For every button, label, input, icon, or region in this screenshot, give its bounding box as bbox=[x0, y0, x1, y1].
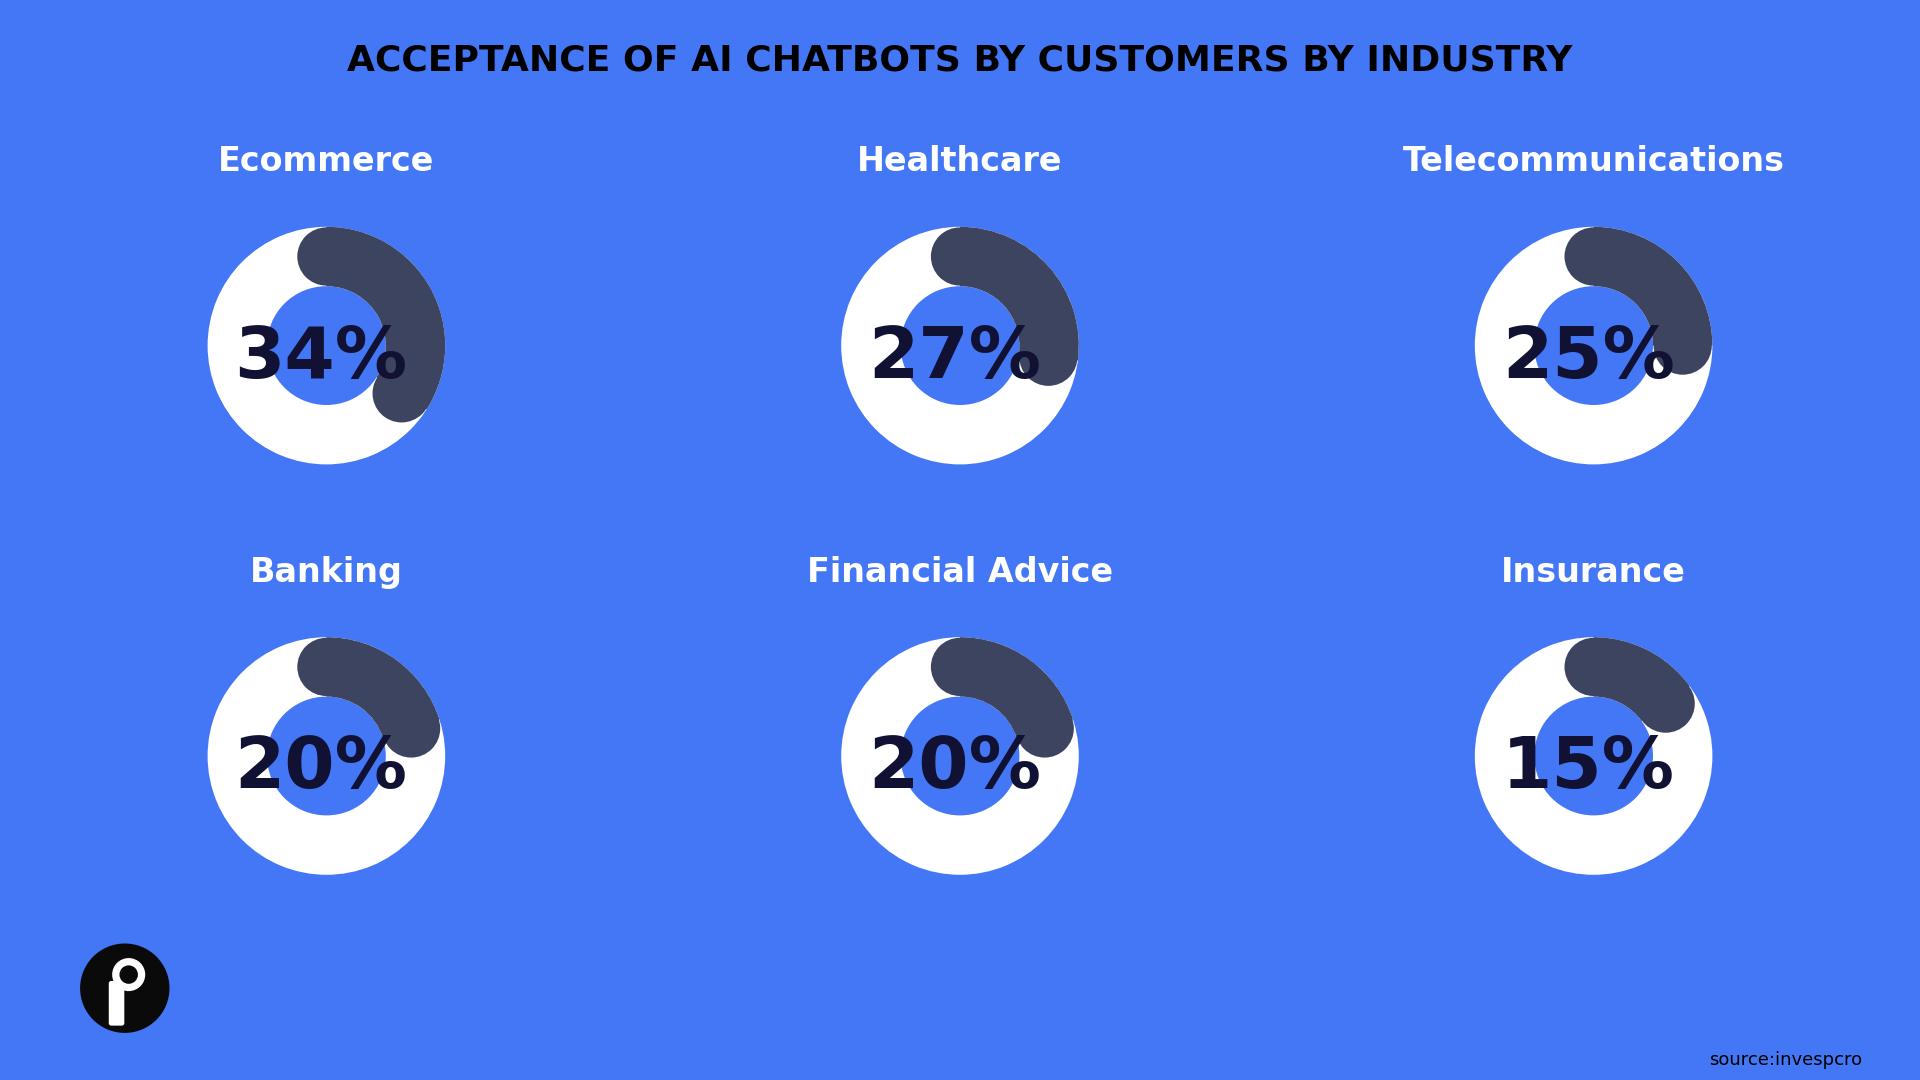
Circle shape bbox=[1653, 316, 1713, 375]
Circle shape bbox=[1016, 700, 1073, 757]
Wedge shape bbox=[207, 227, 445, 464]
Text: Banking: Banking bbox=[250, 555, 403, 589]
Text: 20%: 20% bbox=[868, 734, 1041, 804]
Circle shape bbox=[119, 966, 138, 984]
Wedge shape bbox=[1594, 227, 1713, 346]
Text: ACCEPTANCE OF AI CHATBOTS BY CUSTOMERS BY INDUSTRY: ACCEPTANCE OF AI CHATBOTS BY CUSTOMERS B… bbox=[348, 43, 1572, 77]
Wedge shape bbox=[207, 637, 445, 875]
Text: 27%: 27% bbox=[868, 324, 1041, 393]
Circle shape bbox=[81, 944, 169, 1032]
Circle shape bbox=[1020, 327, 1077, 386]
Wedge shape bbox=[326, 637, 440, 738]
Text: 25%: 25% bbox=[1501, 324, 1674, 393]
Circle shape bbox=[1565, 638, 1622, 696]
Text: 20%: 20% bbox=[234, 734, 407, 804]
Text: Healthcare: Healthcare bbox=[856, 145, 1064, 178]
Circle shape bbox=[1565, 228, 1622, 285]
Wedge shape bbox=[960, 637, 1073, 738]
Circle shape bbox=[298, 638, 355, 696]
Circle shape bbox=[111, 958, 146, 991]
Wedge shape bbox=[841, 637, 1079, 875]
Circle shape bbox=[298, 228, 355, 285]
Circle shape bbox=[931, 638, 989, 696]
Wedge shape bbox=[841, 227, 1079, 464]
FancyBboxPatch shape bbox=[119, 971, 131, 987]
Circle shape bbox=[372, 364, 430, 422]
Wedge shape bbox=[1475, 227, 1713, 464]
Text: Financial Advice: Financial Advice bbox=[806, 555, 1114, 589]
Circle shape bbox=[931, 228, 989, 285]
Text: source:invespcro: source:invespcro bbox=[1709, 1051, 1862, 1069]
Text: 34%: 34% bbox=[234, 324, 407, 393]
Text: 15%: 15% bbox=[1501, 734, 1674, 804]
Wedge shape bbox=[1475, 637, 1713, 875]
Text: Insurance: Insurance bbox=[1501, 555, 1686, 589]
Wedge shape bbox=[326, 227, 445, 409]
Wedge shape bbox=[960, 227, 1079, 361]
FancyBboxPatch shape bbox=[109, 981, 125, 1026]
Text: Ecommerce: Ecommerce bbox=[219, 145, 434, 178]
Circle shape bbox=[382, 700, 440, 757]
Circle shape bbox=[1636, 675, 1695, 732]
Wedge shape bbox=[1594, 637, 1690, 721]
Text: Telecommunications: Telecommunications bbox=[1404, 145, 1784, 178]
